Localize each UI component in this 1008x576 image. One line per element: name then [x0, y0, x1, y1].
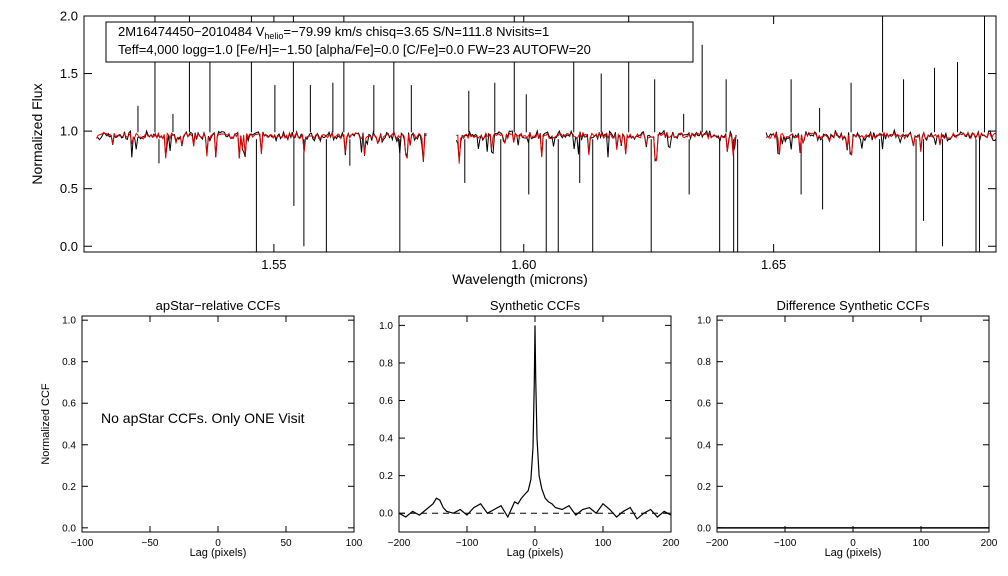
apstar-ccf-xlabel: Lag (pixels): [190, 547, 247, 559]
apstar-ccf-ytick-label: 0.8: [62, 357, 76, 368]
synthetic-ccf-ytick-label: 0.6: [379, 396, 393, 407]
apstar-ccf-xtick-label: 0: [215, 538, 221, 549]
spectrum-ytick-label: 1.5: [60, 66, 78, 81]
apstar-ccf-ticks: −100 −50 0 50 100 0.0 0.2 0.4 0.6 0.8 1.0: [62, 316, 363, 549]
model-spectrum-chip-1: [96, 131, 427, 161]
difference-ccf-ytick-label: 1.0: [697, 316, 711, 327]
difference-ccf-xtick-label: −100: [774, 538, 797, 549]
synthetic-ccf-xtick-label: 100: [595, 538, 612, 549]
spectrum-xtick-label: 1.55: [261, 257, 286, 272]
spectrum-xtick-label: 1.65: [761, 257, 786, 272]
difference-ccf-ytick-label: 0.8: [697, 357, 711, 368]
apstar-ccf-xtick-label: 100: [346, 538, 363, 549]
difference-ccf-xtick-label: 200: [981, 538, 998, 549]
info-line-1-subscript: helio: [264, 31, 283, 41]
apstar-ccf-ytick-label: 1.0: [62, 316, 76, 327]
difference-ccf-xtick-label: −200: [706, 538, 729, 549]
apstar-ccf-xtick-label: −50: [142, 538, 159, 549]
spectrum-ytick-label: 0.0: [60, 239, 78, 254]
synthetic-ccf-xlabel: Lag (pixels): [507, 547, 564, 559]
difference-ccf-title: Difference Synthetic CCFs: [777, 298, 930, 313]
difference-ccf-ytick-label: 0.0: [697, 523, 711, 534]
apstar-ccf-annotation: No apStar CCFs. Only ONE Visit: [101, 410, 305, 426]
apstar-ccf-ytick-label: 0.0: [62, 523, 76, 534]
synthetic-ccf-ytick-label: 0.2: [379, 471, 393, 482]
info-line-1-start: 2M16474450−2010484 V: [118, 24, 265, 39]
synthetic-ccf-xtick-label: −100: [456, 538, 479, 549]
apstar-ccf-ytick-label: 0.6: [62, 399, 76, 410]
spectrum-plot-frame: [83, 15, 997, 253]
synthetic-ccf-xtick-label: 0: [532, 538, 538, 549]
difference-ccf-xtick-label: 0: [850, 538, 856, 549]
spectrum-ytick-label: 0.5: [60, 181, 78, 196]
synthetic-ccf-panel: −200 −100 0 100 200 0.0 0.2 0.4 0.6 0.8 1.0 Synthe…: [379, 298, 680, 559]
observed-spectrum: [96, 16, 997, 252]
synthetic-ccf-lines: [398, 325, 672, 520]
spectrum-ylabel: Normalized Flux: [29, 83, 45, 184]
difference-ccf-panel: −200 −100 0 100 200 0.0 0.2 0.4 0.6 0.8 1.0 Differ…: [697, 298, 998, 559]
apstar-ccf-xtick-label: −100: [71, 538, 94, 549]
info-line-1: 2M16474450−2010484 Vhelio=−79.99 km/s ch…: [118, 24, 549, 41]
synthetic-ccf-plot-frame: [398, 315, 672, 533]
apstar-ccf-ylabel: Normalized CCF: [40, 383, 52, 465]
model-spectrum-chip-3: [765, 131, 997, 157]
synthetic-ccf-ytick-label: 0.4: [379, 434, 393, 445]
apstar-ccf-ytick-label: 0.2: [62, 482, 76, 493]
info-line-1-rest: =−79.99 km/s chisq=3.65 S/N=111.8 Nvisit…: [283, 24, 549, 39]
synthetic-ccf-ytick-label: 1.0: [379, 321, 393, 332]
difference-ccf-ytick-label: 0.4: [697, 440, 711, 451]
observed-spectrum-chip-1: [96, 129, 427, 162]
difference-ccf-xlabel: Lag (pixels): [825, 547, 882, 559]
synthetic-ccf-xtick-label: 200: [663, 538, 680, 549]
apstar-ccf-xtick-label: 50: [280, 538, 292, 549]
spectrum-ticks: 1.55 1.60 1.65 0.0 0.5 1.0 1.5 2.0: [60, 9, 996, 272]
synthetic-ccf-line: [398, 325, 672, 520]
info-line-2: Teff=4,000 logg=1.0 [Fe/H]=−1.50 [alpha/…: [118, 42, 591, 57]
difference-ccf-ytick-label: 0.2: [697, 482, 711, 493]
synthetic-ccf-xtick-label: −200: [388, 538, 411, 549]
apstar-ccf-title: apStar−relative CCFs: [156, 298, 281, 313]
difference-ccf-xtick-label: 100: [913, 538, 930, 549]
spectrum-ytick-label: 2.0: [60, 9, 78, 24]
apstar-ccf-plot-frame: [81, 315, 355, 533]
info-box: [105, 21, 694, 63]
difference-ccf-ticks: −200 −100 0 100 200 0.0 0.2 0.4 0.6 0.8 1.0: [697, 316, 998, 549]
apstar-ccf-panel: −100 −50 0 50 100 0.0 0.2 0.4 0.6 0.8 1.0 apStar−r…: [40, 298, 363, 559]
apstar-ccf-ytick-label: 0.4: [62, 440, 76, 451]
synthetic-ccf-ytick-label: 0.8: [379, 358, 393, 369]
difference-ccf-ytick-label: 0.6: [697, 399, 711, 410]
spectrum-ytick-label: 1.0: [60, 124, 78, 139]
difference-ccf-plot-frame: [716, 315, 990, 533]
spectrum-xtick-label: 1.60: [511, 257, 536, 272]
model-spectrum: [96, 131, 997, 164]
synthetic-ccf-title: Synthetic CCFs: [490, 298, 581, 313]
spectrum-panel: 1.55 1.60 1.65 0.0 0.5 1.0 1.5 2.0 2M16474450−2…: [29, 9, 997, 287]
spectrum-xlabel: Wavelength (microns): [452, 271, 588, 287]
model-spectrum-chip-2: [456, 131, 737, 164]
synthetic-ccf-ytick-label: 0.0: [379, 509, 393, 520]
